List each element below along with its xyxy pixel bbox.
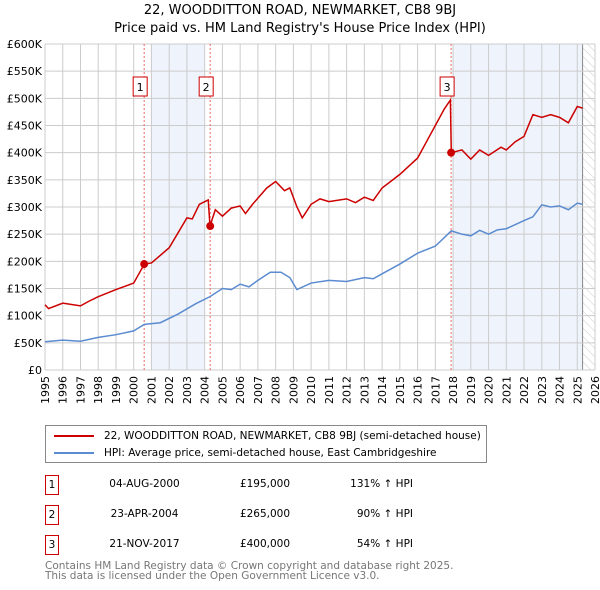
sale-marker: 1 (45, 475, 59, 495)
sale-row: 2 23-APR-2004 £265,000 90% ↑ HPI (45, 505, 445, 525)
footer: Contains HM Land Registry data © Crown c… (45, 560, 454, 582)
y-tick-label: £300K (7, 201, 43, 214)
sale-marker-label: 3 (444, 81, 451, 94)
x-tick-label: 1998 (92, 376, 105, 404)
legend-swatch (54, 452, 94, 454)
sale-point (447, 148, 456, 157)
footer-line: Contains HM Land Registry data © Crown c… (45, 560, 454, 572)
sale-price: £195,000 (239, 478, 291, 490)
sale-marker-box (132, 76, 148, 97)
y-tick-label: £50K (14, 337, 43, 350)
property-price-line (44, 97, 583, 310)
x-tick-label: 2010 (305, 376, 318, 404)
title-line: 22, WOODDITTON ROAD, NEWMARKET, CB8 9BJ (143, 3, 457, 18)
x-tick-label: 2018 (447, 376, 460, 404)
footer-line: This data is licensed under the Open Gov… (45, 570, 380, 582)
hpi-line (44, 202, 583, 343)
x-tick-label: 2005 (216, 376, 229, 404)
x-tick-label: 2023 (536, 376, 549, 404)
x-tick-label: 2014 (376, 376, 389, 404)
sale-row: 1 04-AUG-2000 £195,000 131% ↑ HPI (45, 475, 445, 495)
chart-title: 22, WOODDITTON ROAD, NEWMARKET, CB8 9BJ … (0, 2, 600, 38)
sale-point (206, 222, 215, 231)
y-tick-label: £0 (28, 364, 42, 377)
sale-date: 21-NOV-2017 (109, 538, 180, 550)
x-tick-label: 2015 (394, 376, 407, 404)
sale-marker: 2 (45, 505, 59, 525)
x-tick-label: 2013 (358, 376, 371, 404)
sale-marker-box (439, 76, 455, 97)
x-tick-label: 2022 (518, 376, 531, 404)
x-tick-label: 2024 (554, 376, 567, 404)
x-tick-label: 2002 (163, 376, 176, 404)
sale-date: 04-AUG-2000 (109, 478, 180, 490)
x-tick-label: 2001 (145, 376, 158, 404)
x-tick-label: 2008 (270, 376, 283, 404)
y-tick-label: £400K (7, 147, 43, 160)
legend-item-hpi: HPI: Average price, semi-detached house,… (54, 447, 437, 459)
x-tick-label: 2007 (252, 376, 265, 404)
price-chart: 1995 1996 1997 1998 1999 2000 2001 2002 2003 2004… (7, 38, 600, 404)
x-tick-label: 2017 (429, 376, 442, 404)
legend-label: 22, WOODDITTON ROAD, NEWMARKET, CB8 9BJ … (104, 430, 481, 442)
sale-row: 3 21-NOV-2017 £400,000 54% ↑ HPI (45, 535, 445, 555)
legend: 22, WOODDITTON ROAD, NEWMARKET, CB8 9BJ … (45, 425, 487, 463)
sale-point (140, 260, 149, 269)
y-tick-label: £450K (7, 120, 43, 133)
y-tick-label: £250K (7, 228, 43, 241)
x-tick-label: 1997 (74, 376, 87, 404)
sale-price: £400,000 (239, 538, 291, 550)
y-tick-label: £150K (7, 283, 43, 296)
legend-item-property: 22, WOODDITTON ROAD, NEWMARKET, CB8 9BJ … (54, 430, 481, 442)
x-tick-label: 2021 (500, 376, 513, 404)
y-tick-label: £350K (7, 174, 43, 187)
x-tick-label: 1995 (39, 376, 52, 404)
y-tick-label: £100K (7, 310, 43, 323)
sale-price: £265,000 (239, 508, 291, 520)
x-tick-label: 2000 (128, 376, 141, 404)
sale-marker-label: 1 (137, 81, 144, 94)
x-tick-label: 2004 (199, 376, 212, 404)
legend-swatch (54, 435, 94, 437)
x-tick-label: 2026 (589, 376, 600, 404)
y-tick-label: £500K (7, 92, 43, 105)
x-tick-label: 2006 (234, 376, 247, 404)
y-tick-label: £600K (7, 38, 43, 51)
sale-marker-box (198, 76, 214, 97)
x-tick-label: 1999 (110, 376, 123, 404)
sale-hpi: 131% ↑ HPI (350, 478, 413, 490)
sale-date: 23-APR-2004 (110, 508, 179, 520)
x-tick-label: 2020 (483, 376, 496, 404)
x-tick-label: 2003 (181, 376, 194, 404)
x-tick-label: 2016 (412, 376, 425, 404)
x-tick-label: 2012 (341, 376, 354, 404)
sale-marker: 3 (45, 535, 59, 555)
sale-marker-label: 2 (203, 81, 210, 94)
x-tick-label: 2025 (571, 376, 584, 404)
x-tick-label: 1996 (57, 376, 70, 404)
x-tick-label: 2011 (323, 376, 336, 404)
subtitle-line: Price paid vs. HM Land Registry's House … (114, 21, 486, 36)
x-tick-label: 2009 (287, 376, 300, 404)
sale-hpi: 54% ↑ HPI (356, 538, 413, 550)
y-tick-label: £550K (7, 65, 43, 78)
y-tick-label: £200K (7, 255, 43, 268)
x-tick-label: 2019 (465, 376, 478, 404)
sale-hpi: 90% ↑ HPI (356, 508, 413, 520)
legend-label: HPI: Average price, semi-detached house,… (104, 447, 437, 459)
